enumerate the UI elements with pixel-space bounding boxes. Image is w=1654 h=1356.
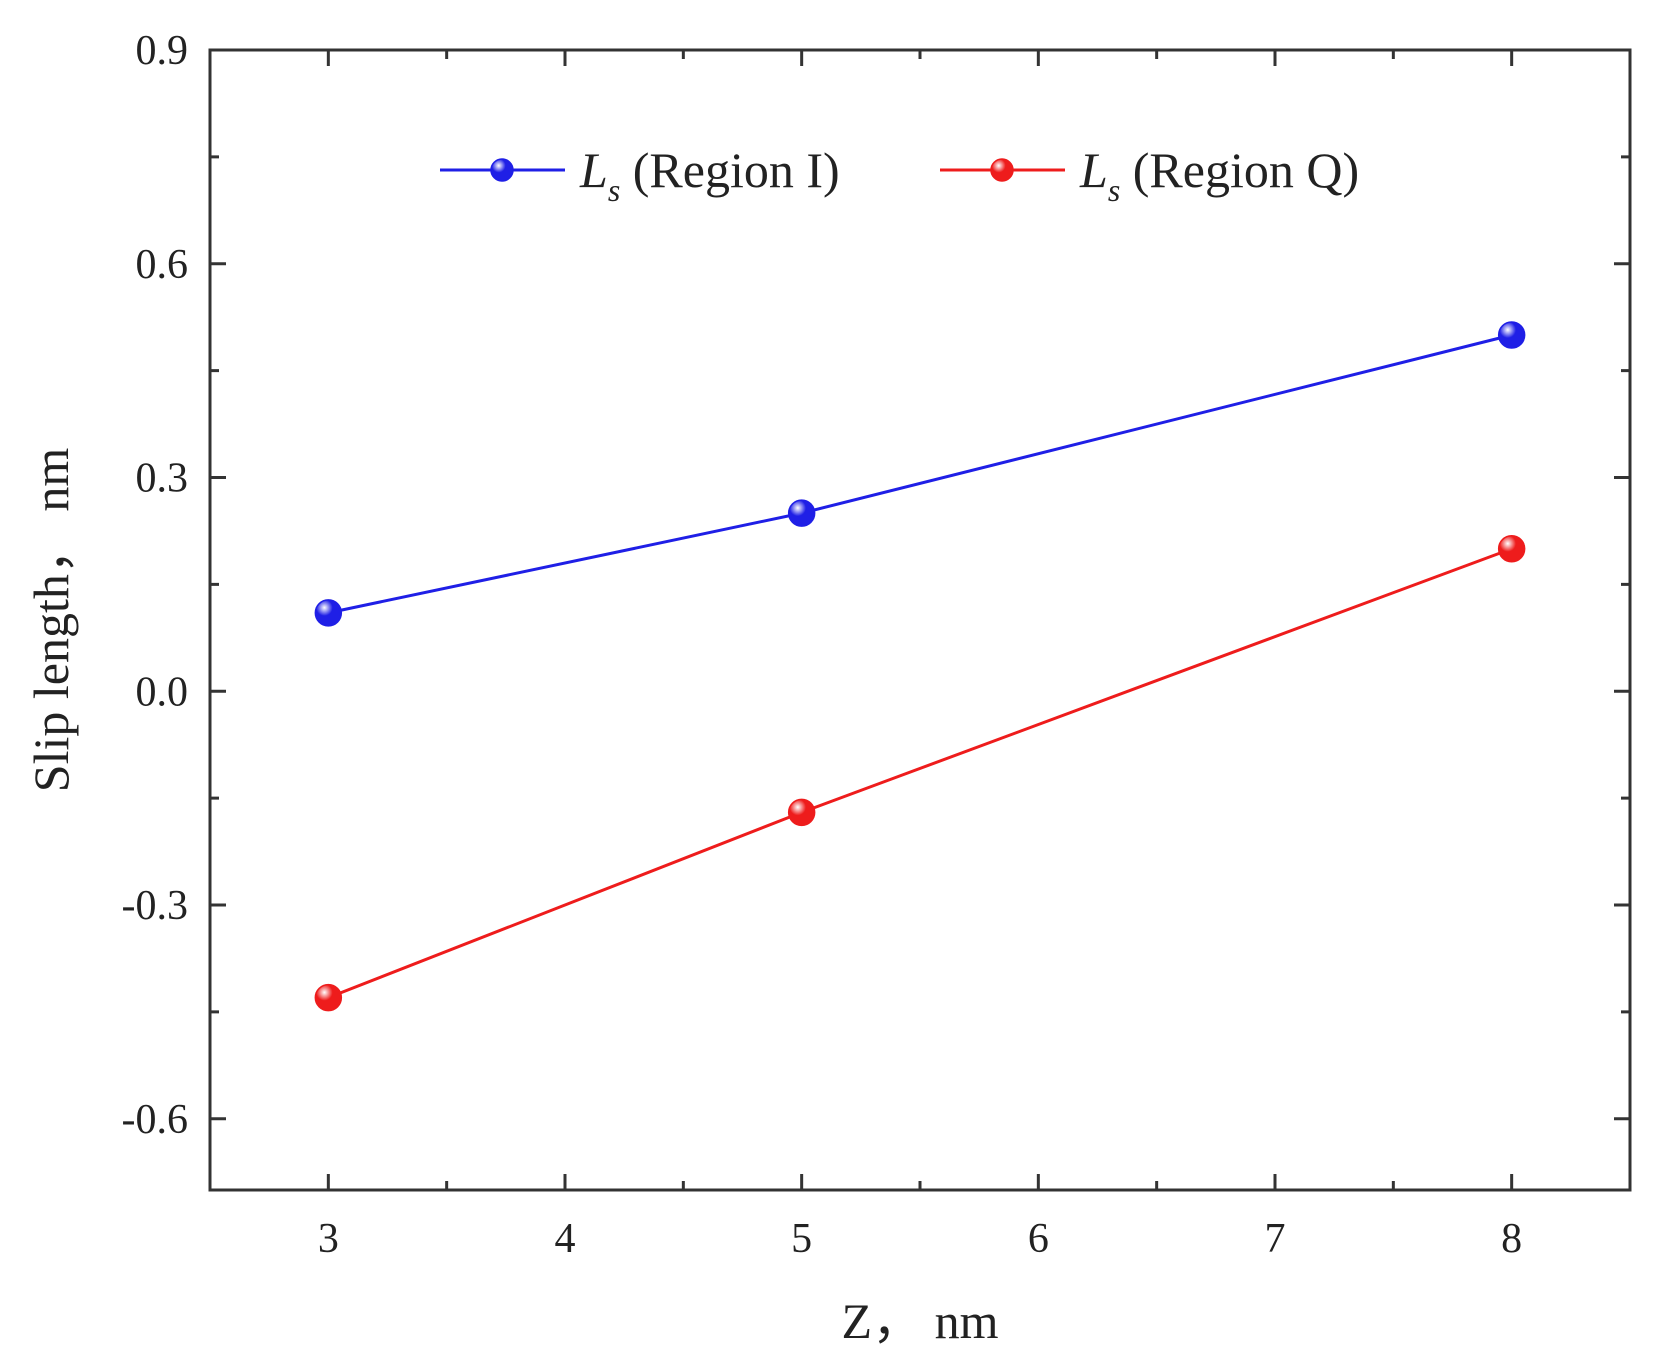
data-point [1497, 321, 1526, 349]
legend: Ls (Region I) Ls (Region Q) [440, 142, 1359, 208]
x-tick-label: 6 [1028, 1216, 1049, 1262]
legend-label: Ls (Region I) [579, 142, 840, 208]
legend-marker [490, 158, 514, 182]
legend-label: Ls (Region Q) [1079, 142, 1359, 208]
y-tick-label: 0.0 [136, 669, 189, 715]
legend-symbol: L [579, 142, 608, 198]
y-tick-label: -0.6 [122, 1097, 189, 1143]
y-tick-label: 0.9 [136, 28, 189, 74]
series-line-2 [327, 547, 1513, 1000]
tick-labels: 3 4 5 6 7 8 -0.6 -0.3 0.0 0.3 0.6 0.9 [122, 28, 1523, 1262]
y-axis-title: Slip length， nm [23, 448, 79, 793]
y-tick-label: 0.6 [136, 242, 189, 288]
x-tick-label: 3 [318, 1216, 339, 1262]
legend-marker [990, 158, 1014, 182]
x-tick-label: 7 [1265, 1216, 1286, 1262]
series-line-1 [328, 333, 1513, 615]
legend-subscript: s [1108, 172, 1120, 208]
data-point [314, 983, 343, 1012]
plot-frame [208, 48, 1632, 1192]
x-tick-label: 4 [555, 1216, 576, 1262]
legend-region: (Region I) [620, 142, 839, 198]
data-point [787, 798, 816, 827]
y-tick-label: 0.3 [136, 456, 189, 502]
legend-region: (Region Q) [1120, 142, 1359, 198]
x-tick-label: 5 [791, 1216, 812, 1262]
legend-subscript: s [608, 172, 620, 208]
legend-symbol: L [1079, 142, 1108, 198]
data-point [1497, 535, 1526, 563]
data-point [314, 599, 343, 627]
data-point [787, 499, 816, 527]
y-tick-label: -0.3 [122, 883, 189, 929]
x-tick-label: 8 [1501, 1216, 1522, 1262]
x-axis-title: Z， nm [842, 1293, 999, 1349]
axis-ticks [210, 48, 1630, 1190]
series-layer [314, 321, 1526, 1012]
